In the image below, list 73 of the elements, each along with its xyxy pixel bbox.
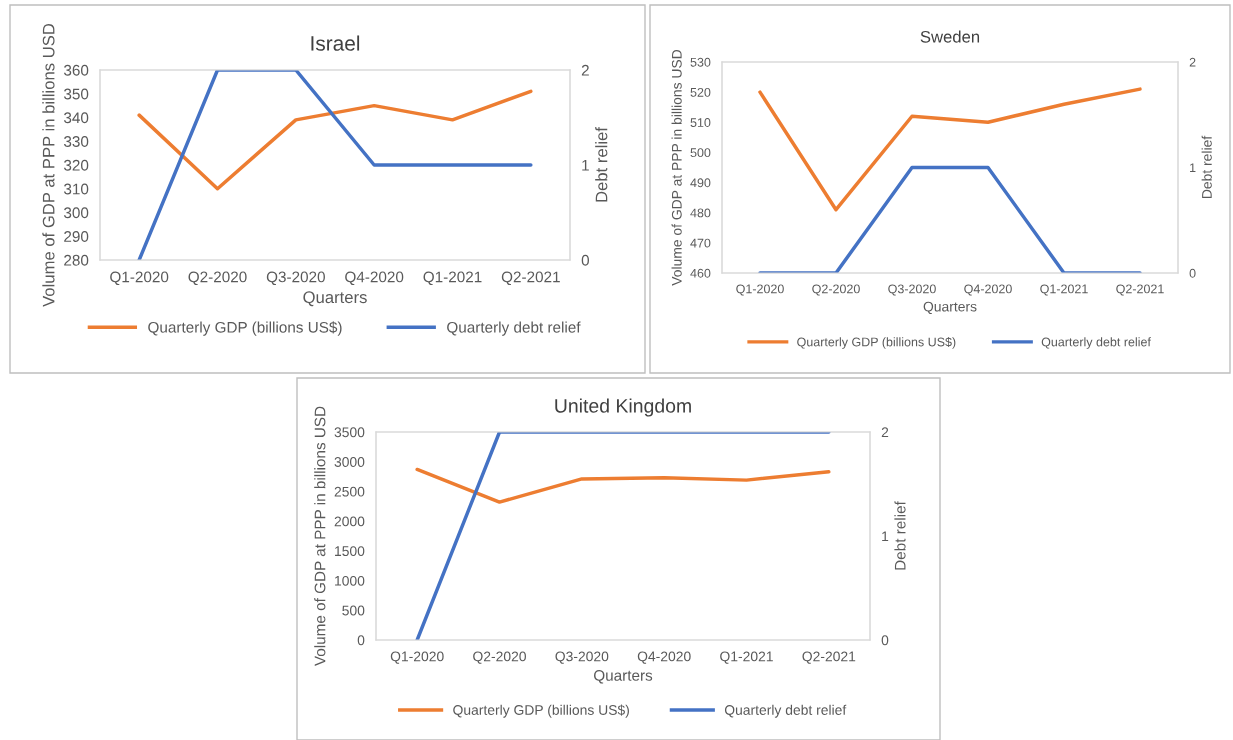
y-axis-title: Volume of GDP at PPP in billions USD xyxy=(671,49,682,286)
y-tick-label: 520 xyxy=(690,87,711,97)
x-axis-title: Quarters xyxy=(923,301,977,315)
x-tick-label: Q3-2020 xyxy=(888,284,936,296)
y-tick-label: 3000 xyxy=(334,457,365,467)
y-tick-label: 350 xyxy=(63,88,89,100)
x-tick-label: Q1-2020 xyxy=(736,284,784,296)
y-tick-label: 320 xyxy=(63,159,89,171)
y-tick-label: 3500 xyxy=(334,427,365,438)
y2-tick-label: 1 xyxy=(582,160,589,171)
y2-axis-title: Debt relief xyxy=(894,501,906,570)
y-tick-label: 290 xyxy=(64,231,89,242)
legend-label: Quarterly GDP (billions US$) xyxy=(453,704,629,718)
x-tick-label: Q1-2021 xyxy=(1040,284,1088,296)
x-tick-label: Q2-2020 xyxy=(188,271,247,286)
y-tick-label: 0 xyxy=(357,635,365,646)
x-tick-label: Q3-2020 xyxy=(266,271,325,286)
line-series xyxy=(137,89,533,191)
y-tick-label: 310 xyxy=(63,183,89,195)
chart-title: Israel xyxy=(311,35,360,51)
x-tick-label: Q4-2020 xyxy=(345,271,404,286)
y2-tick-label: 1 xyxy=(1190,163,1196,173)
y-tick-label: 330 xyxy=(63,136,89,147)
x-tick-label: Q1-2021 xyxy=(423,271,482,286)
x-tick-label: Q2-2021 xyxy=(802,651,856,664)
x-tick-label: Q1-2021 xyxy=(720,651,773,664)
y-tick-label: 510 xyxy=(690,118,711,127)
y-tick-label: 470 xyxy=(690,238,711,248)
y2-axis-title: Debt relief xyxy=(595,126,608,202)
x-axis-title: Quarters xyxy=(594,670,653,684)
y2-tick-label: 0 xyxy=(1189,268,1196,278)
y2-tick-label: 2 xyxy=(881,427,889,438)
y-tick-label: 500 xyxy=(690,148,711,158)
y2-axis-title: Debt relief xyxy=(1201,135,1212,199)
legend-label: Quarterly debt relief xyxy=(447,321,581,336)
x-tick-label: Q3-2020 xyxy=(555,651,609,664)
x-tick-label: Q1-2020 xyxy=(390,651,444,664)
y-tick-label: 300 xyxy=(63,207,89,219)
y-tick-label: 480 xyxy=(690,208,711,218)
y-tick-label: 500 xyxy=(342,605,365,616)
line-series xyxy=(758,87,1142,212)
x-tick-label: Q2-2020 xyxy=(473,651,526,664)
legend-label: Quarterly GDP (billions US$) xyxy=(797,337,956,349)
y-tick-label: 2000 xyxy=(334,516,365,527)
y-tick-label: 1500 xyxy=(335,546,365,557)
y-tick-label: 490 xyxy=(690,178,711,188)
x-tick-label: Q4-2020 xyxy=(637,651,691,664)
y2-tick-label: 0 xyxy=(881,635,889,646)
legend-label: Quarterly debt relief xyxy=(724,704,847,718)
x-axis-title: Quarters xyxy=(303,291,367,307)
y-tick-label: 2500 xyxy=(334,486,365,497)
y-tick-label: 460 xyxy=(690,268,711,278)
x-tick-label: Q2-2020 xyxy=(812,284,860,296)
y-tick-label: 360 xyxy=(63,64,89,76)
y2-tick-label: 2 xyxy=(1189,57,1196,67)
line-series xyxy=(415,467,831,504)
y-tick-label: 340 xyxy=(63,112,89,124)
x-tick-label: Q2-2021 xyxy=(1116,284,1164,296)
y2-tick-label: 0 xyxy=(581,254,590,266)
y-tick-label: 280 xyxy=(64,254,89,266)
legend-label: Quarterly debt relief xyxy=(1041,337,1151,349)
x-tick-label: Q1-2020 xyxy=(110,271,169,286)
y-axis-title: Volume of GDP at PPP in billions USD xyxy=(314,406,326,667)
x-tick-label: Q2-2021 xyxy=(501,271,560,286)
chart-title: United Kingdom xyxy=(555,398,691,417)
y2-tick-label: 1 xyxy=(882,531,889,542)
y-tick-label: 1000 xyxy=(335,575,365,586)
y2-tick-label: 2 xyxy=(581,64,589,76)
y-tick-label: 530 xyxy=(690,57,711,67)
y-axis-title: Volume of GDP at PPP in billions USD xyxy=(42,23,55,307)
x-tick-label: Q4-2020 xyxy=(964,284,1012,296)
chart-title: Sweden xyxy=(920,30,980,43)
legend-label: Quarterly GDP (billions US$) xyxy=(148,321,342,336)
